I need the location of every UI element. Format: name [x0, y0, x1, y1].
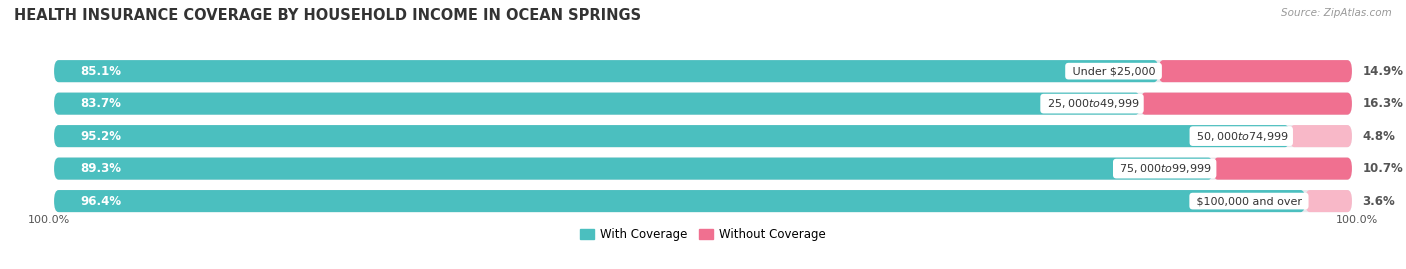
Text: 100.0%: 100.0%	[1336, 215, 1378, 225]
Text: $75,000 to $99,999: $75,000 to $99,999	[1116, 162, 1213, 175]
FancyBboxPatch shape	[1289, 125, 1353, 147]
Text: $50,000 to $74,999: $50,000 to $74,999	[1192, 130, 1289, 143]
Text: 10.7%: 10.7%	[1362, 162, 1403, 175]
Text: 89.3%: 89.3%	[80, 162, 121, 175]
FancyBboxPatch shape	[1159, 60, 1353, 82]
Text: 96.4%: 96.4%	[80, 194, 121, 208]
Text: $100,000 and over: $100,000 and over	[1192, 196, 1305, 206]
Text: 3.6%: 3.6%	[1362, 194, 1395, 208]
FancyBboxPatch shape	[53, 125, 1289, 147]
Text: 16.3%: 16.3%	[1362, 97, 1403, 110]
FancyBboxPatch shape	[53, 93, 1353, 115]
FancyBboxPatch shape	[53, 190, 1353, 212]
FancyBboxPatch shape	[53, 158, 1353, 180]
FancyBboxPatch shape	[53, 60, 1353, 82]
FancyBboxPatch shape	[53, 93, 1140, 115]
Text: 4.8%: 4.8%	[1362, 130, 1395, 143]
Text: Source: ZipAtlas.com: Source: ZipAtlas.com	[1281, 8, 1392, 18]
FancyBboxPatch shape	[1140, 93, 1353, 115]
Text: 85.1%: 85.1%	[80, 65, 121, 78]
FancyBboxPatch shape	[1305, 190, 1353, 212]
FancyBboxPatch shape	[53, 158, 1213, 180]
Legend: With Coverage, Without Coverage: With Coverage, Without Coverage	[575, 223, 831, 246]
FancyBboxPatch shape	[53, 190, 1305, 212]
Text: Under $25,000: Under $25,000	[1069, 66, 1159, 76]
FancyBboxPatch shape	[53, 60, 1159, 82]
Text: 83.7%: 83.7%	[80, 97, 121, 110]
Text: $25,000 to $49,999: $25,000 to $49,999	[1043, 97, 1140, 110]
Text: 95.2%: 95.2%	[80, 130, 121, 143]
FancyBboxPatch shape	[1213, 158, 1353, 180]
Text: HEALTH INSURANCE COVERAGE BY HOUSEHOLD INCOME IN OCEAN SPRINGS: HEALTH INSURANCE COVERAGE BY HOUSEHOLD I…	[14, 8, 641, 23]
Text: 100.0%: 100.0%	[28, 215, 70, 225]
Text: 14.9%: 14.9%	[1362, 65, 1403, 78]
FancyBboxPatch shape	[53, 125, 1353, 147]
